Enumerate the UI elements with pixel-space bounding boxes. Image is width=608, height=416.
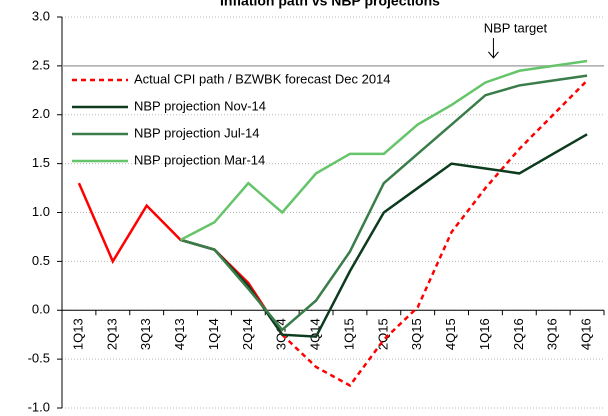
legend-label: NBP projection Nov-14 (134, 98, 266, 113)
x-tick-label: 2Q14 (240, 318, 255, 350)
x-tick-label: 1Q16 (477, 318, 492, 350)
legend-label: Actual CPI path / BZWBK forecast Dec 201… (134, 71, 391, 86)
chart-title: Inflation path vs NBP projections (220, 0, 440, 9)
y-tick-label: 1.0 (32, 204, 50, 219)
target-label: NBP target (484, 20, 548, 35)
y-tick-label: 0.5 (32, 253, 50, 268)
y-tick-label: -1.0 (28, 399, 50, 414)
y-tick-label: 2.5 (32, 57, 50, 72)
y-tick-label: -0.5 (28, 351, 50, 366)
legend-label: NBP projection Jul-14 (134, 125, 260, 140)
x-tick-label: 4Q16 (579, 318, 594, 350)
legend-label: NBP projection Mar-14 (134, 152, 265, 167)
x-tick-label: 2Q13 (104, 318, 119, 350)
y-tick-label: 0.0 (32, 302, 50, 317)
x-tick-label: 2Q15 (375, 318, 390, 350)
y-tick-label: 2.0 (32, 106, 50, 121)
series-line (180, 133, 588, 338)
x-tick-label: 1Q13 (70, 318, 85, 350)
x-tick-label: 1Q14 (206, 318, 221, 350)
target-arrow (488, 38, 499, 59)
x-tick-label: 3Q15 (409, 318, 424, 350)
x-tick-label: 4Q15 (443, 318, 458, 350)
x-tick-label: 1Q15 (341, 318, 356, 350)
x-tick-label: 3Q16 (545, 318, 560, 350)
series-line (77, 182, 284, 336)
series-line (179, 59, 588, 241)
series-line (281, 79, 588, 388)
x-tick-label: 3Q13 (138, 318, 153, 350)
x-tick-label: 4Q13 (172, 318, 187, 350)
series-line (180, 74, 588, 332)
y-tick-label: 1.5 (32, 155, 50, 170)
x-tick-label: 2Q16 (511, 318, 526, 350)
x-tick-label: 4Q14 (308, 318, 323, 350)
y-tick-label: 3.0 (32, 8, 50, 23)
